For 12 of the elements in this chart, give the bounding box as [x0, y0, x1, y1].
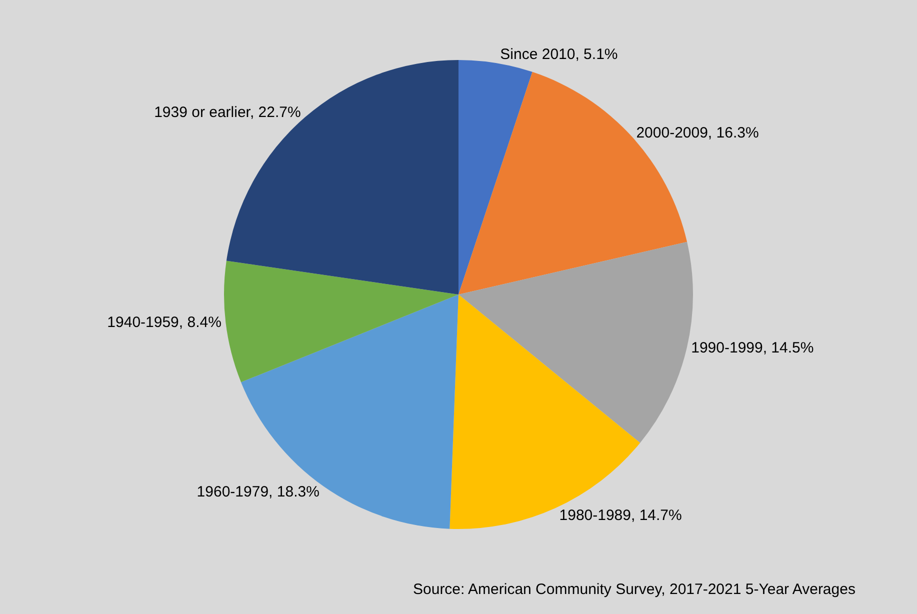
slice-label: 1940-1959, 8.4% [107, 314, 222, 332]
slice-label: Since 2010, 5.1% [500, 46, 618, 64]
pie-slice [458, 60, 532, 294]
slice-label: 1990-1999, 14.5% [691, 340, 814, 357]
pie-slice [224, 260, 458, 382]
slice-label: 1939 or earlier, 22.7% [154, 104, 301, 121]
source-note: Source: American Community Survey, 2017-2021 5-Year Averages [413, 581, 856, 598]
slice-label: 2000-2009, 16.3% [636, 124, 759, 142]
pie-slice [450, 294, 640, 529]
pie-slice [458, 242, 693, 443]
slice-label: 1960-1979, 18.3% [196, 484, 320, 501]
slice-label: 1980-1989, 14.7% [559, 506, 682, 524]
